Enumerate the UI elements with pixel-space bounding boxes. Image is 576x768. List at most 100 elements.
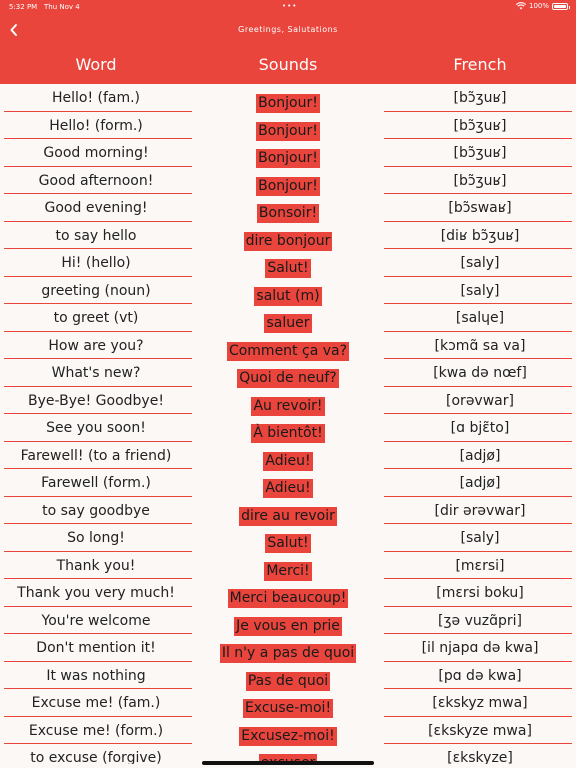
sound-play-button[interactable]: Je vous en prie bbox=[234, 616, 342, 636]
row-divider bbox=[384, 358, 572, 359]
table-row[interactable]: to say hello dire bonjour [diʁ bɔ̃ʒuʁ] bbox=[0, 222, 576, 251]
sound-cell: Pas de quoi bbox=[192, 670, 384, 691]
sound-play-button[interactable]: Comment ça va? bbox=[226, 341, 350, 361]
sound-play-button[interactable]: Merci beaucoup! bbox=[227, 589, 349, 608]
word-cell: Hello! (form.) bbox=[49, 117, 143, 134]
sound-play-button[interactable]: saluer bbox=[264, 314, 312, 333]
row-divider bbox=[4, 550, 192, 552]
row-divider bbox=[384, 743, 572, 744]
table-header: Word Sounds French bbox=[0, 46, 576, 84]
sound-cell: Excusez-moi! bbox=[192, 725, 384, 746]
sound-play-button[interactable]: Adieu! bbox=[263, 451, 313, 471]
sound-play-button[interactable]: dire bonjour bbox=[243, 231, 333, 251]
table-row[interactable]: Don't mention it! Il n'y a pas de quoi [il… bbox=[0, 634, 576, 663]
table-row[interactable]: Excuse me! (form.) Excusez-moi! [ɛkskyze m… bbox=[0, 717, 576, 746]
sound-cell: Salut! bbox=[192, 257, 384, 278]
row-divider bbox=[4, 688, 192, 689]
table-row[interactable]: Bye-Bye! Goodbye! Au revoir! [orəvwar] bbox=[0, 387, 576, 416]
table-row[interactable]: See you soon! À bientôt! [ɑ bjɛ̃to] bbox=[0, 414, 576, 443]
row-divider bbox=[384, 275, 572, 277]
table-row[interactable]: to greet (vt) saluer [salɥe] bbox=[0, 304, 576, 333]
table-row[interactable]: Good morning! Bonjour! [bɔ̃ʒuʁ] bbox=[0, 139, 576, 168]
table-row[interactable]: How are you? Comment ça va? [kɔmɑ̃ sa va] bbox=[0, 332, 576, 361]
pronunciation-cell: [bɔ̃ʒuʁ] bbox=[453, 90, 507, 106]
sound-cell: Bonjour! bbox=[192, 120, 384, 141]
sound-play-button[interactable]: excuser bbox=[258, 754, 318, 764]
row-divider bbox=[4, 660, 192, 662]
sound-play-button[interactable]: Bonjour! bbox=[256, 176, 320, 196]
table-row[interactable]: It was nothing Pas de quoi [pɑ də kwa] bbox=[0, 662, 576, 691]
pronunciation-cell: [bɔ̃ʒuʁ] bbox=[453, 145, 507, 161]
nav-bar: Greetings, Salutations bbox=[0, 14, 576, 46]
sound-play-button[interactable]: Excusez-moi! bbox=[239, 726, 337, 746]
table-row[interactable]: Good evening! Bonsoir! [bɔ̃swaʁ] bbox=[0, 194, 576, 223]
row-divider bbox=[4, 495, 192, 497]
sound-cell: Adieu! bbox=[192, 477, 384, 498]
sound-play-button[interactable]: Bonjour! bbox=[256, 149, 320, 168]
word-cell: to say hello bbox=[55, 227, 137, 244]
table-row[interactable]: Hello! (form.) Bonjour! [bɔ̃ʒuʁ] bbox=[0, 112, 576, 141]
row-divider bbox=[384, 303, 572, 304]
sound-cell: Adieu! bbox=[192, 450, 384, 471]
table-row[interactable]: Hello! (fam.) Bonjour! [bɔ̃ʒuʁ] bbox=[0, 84, 576, 113]
sound-play-button[interactable]: Bonsoir! bbox=[256, 204, 320, 223]
sound-play-button[interactable]: Salut! bbox=[265, 259, 311, 278]
pronunciation-cell: [ɑ bjɛ̃to] bbox=[450, 420, 510, 436]
sound-play-button[interactable]: Salut! bbox=[265, 534, 311, 553]
sound-play-button[interactable]: salut (m) bbox=[254, 286, 322, 306]
sound-play-button[interactable]: Bonjour! bbox=[256, 94, 320, 113]
sound-play-button[interactable]: Il n'y a pas de quoi bbox=[219, 644, 357, 663]
row-divider bbox=[4, 330, 192, 332]
row-divider bbox=[384, 578, 572, 579]
table-row[interactable]: Hi! (hello) Salut! [saly] bbox=[0, 249, 576, 278]
table-row[interactable]: Thank you very much! Merci beaucoup! [mɛrs… bbox=[0, 579, 576, 608]
row-divider bbox=[4, 743, 192, 744]
table-row[interactable]: You're welcome Je vous en prie [ʒə vuzɑ̃pr… bbox=[0, 607, 576, 636]
row-divider bbox=[4, 193, 192, 194]
row-divider bbox=[4, 385, 192, 387]
row-divider bbox=[4, 715, 192, 717]
table-row[interactable]: greeting (noun) salut (m) [saly] bbox=[0, 277, 576, 306]
sound-play-button[interactable]: Merci! bbox=[264, 561, 312, 581]
word-cell: Good afternoon! bbox=[38, 172, 154, 189]
row-divider bbox=[384, 468, 572, 469]
table-row[interactable]: Thank you! Merci! [mɛrsi] bbox=[0, 552, 576, 581]
column-header-sounds: Sounds bbox=[258, 55, 318, 74]
row-divider bbox=[384, 110, 572, 112]
table-row[interactable]: Farewell (form.) Adieu! [adjø] bbox=[0, 469, 576, 498]
row-divider bbox=[384, 138, 572, 139]
table-row[interactable]: Farewell! (to a friend) Adieu! [adjø] bbox=[0, 442, 576, 471]
word-cell: to say goodbye bbox=[42, 502, 150, 519]
row-divider bbox=[384, 688, 572, 689]
row-divider bbox=[4, 138, 192, 139]
table-row[interactable]: to say goodbye dire au revoir [dir ərəvwar… bbox=[0, 497, 576, 526]
sound-play-button[interactable]: À bientôt! bbox=[251, 424, 325, 443]
sound-play-button[interactable]: Adieu! bbox=[263, 479, 313, 498]
sound-play-button[interactable]: dire au revoir bbox=[239, 506, 337, 526]
pronunciation-cell: [ɛkskyze] bbox=[447, 750, 513, 764]
sound-play-button[interactable]: Quoi de neuf? bbox=[237, 369, 339, 388]
word-cell: greeting (noun) bbox=[41, 282, 151, 299]
pronunciation-cell: [mɛrsi boku] bbox=[436, 585, 524, 601]
vocabulary-list[interactable]: Hello! (fam.) Bonjour! [bɔ̃ʒuʁ] Hello! (for… bbox=[0, 84, 576, 764]
multitasking-dots[interactable]: ••• bbox=[282, 2, 298, 10]
word-cell: Farewell! (to a friend) bbox=[20, 447, 172, 464]
sound-play-button[interactable]: Excuse-moi! bbox=[242, 699, 334, 718]
pronunciation-cell: [kwa də nœf] bbox=[433, 365, 527, 381]
table-row[interactable]: Good afternoon! Bonjour! [bɔ̃ʒuʁ] bbox=[0, 167, 576, 196]
table-row[interactable]: Excuse me! (fam.) Excuse-moi! [ɛkskyz mwa] bbox=[0, 689, 576, 718]
home-indicator[interactable] bbox=[202, 761, 374, 765]
back-button[interactable] bbox=[4, 20, 24, 40]
sound-play-button[interactable]: Bonjour! bbox=[256, 121, 320, 141]
row-divider bbox=[384, 413, 572, 414]
pronunciation-cell: [dir ərəvwar] bbox=[434, 502, 526, 519]
sound-play-button[interactable]: Pas de quoi bbox=[245, 671, 331, 691]
sound-play-button[interactable]: Au revoir! bbox=[251, 396, 325, 416]
row-divider bbox=[384, 440, 572, 442]
table-row[interactable]: What's new? Quoi de neuf? [kwa də nœf] bbox=[0, 359, 576, 388]
pronunciation-cell: [adjø] bbox=[459, 447, 501, 464]
table-row[interactable]: to excuse (forgive) excuser [ɛkskyze] bbox=[0, 744, 576, 764]
table-row[interactable]: So long! Salut! [saly] bbox=[0, 524, 576, 553]
sound-cell: Il n'y a pas de quoi bbox=[192, 642, 384, 663]
pronunciation-cell: [kɔmɑ̃ sa va] bbox=[434, 337, 526, 354]
